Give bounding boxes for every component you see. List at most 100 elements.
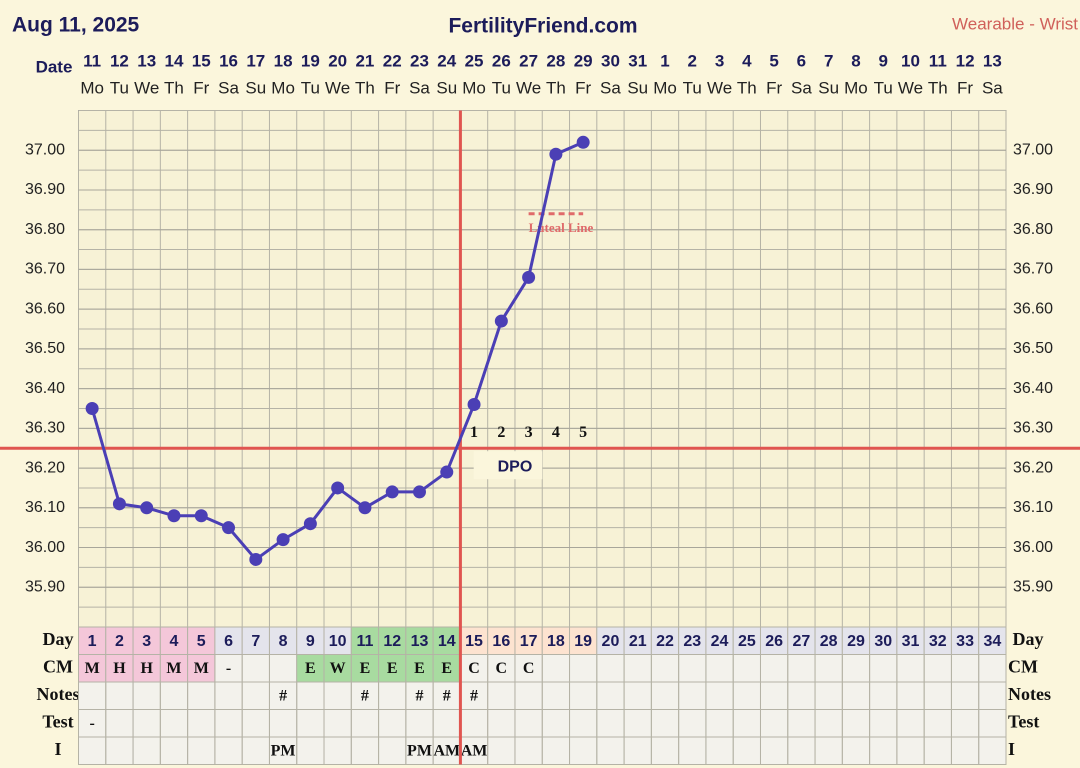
cell-text: # xyxy=(415,687,423,704)
data-point xyxy=(494,314,508,328)
data-point xyxy=(140,501,154,515)
data-point xyxy=(112,497,126,511)
day-number: 28 xyxy=(820,633,838,650)
weekday: Sa xyxy=(218,78,239,97)
cell-text: C xyxy=(523,660,535,677)
weekday: Th xyxy=(928,78,948,97)
cell-text: - xyxy=(226,660,231,677)
day-number: 17 xyxy=(520,633,538,650)
row-label: Test xyxy=(42,711,73,731)
data-point xyxy=(576,135,590,149)
y-tick-label: 36.10 xyxy=(25,499,65,516)
dpo-number: 3 xyxy=(525,424,533,441)
y2-tick-label: 36.90 xyxy=(1013,181,1053,198)
cell-bg xyxy=(296,654,325,683)
date-number: 18 xyxy=(274,51,293,70)
cell-text: M xyxy=(166,660,181,677)
day-cell xyxy=(623,626,652,655)
y-tick-label: 35.90 xyxy=(25,578,65,595)
cell-text: # xyxy=(443,687,451,704)
day-number: 5 xyxy=(197,633,206,650)
cell-text: # xyxy=(279,687,287,704)
cell-bg xyxy=(405,654,434,683)
weekday: Tu xyxy=(683,78,702,97)
date-number: 21 xyxy=(355,51,374,70)
y-tick-label: 36.40 xyxy=(25,380,65,397)
date-number: 10 xyxy=(901,51,920,70)
day-number: 13 xyxy=(411,633,429,650)
date-number: 27 xyxy=(519,51,538,70)
day-number: 18 xyxy=(547,633,565,650)
cell-text: E xyxy=(387,660,398,677)
day-number: 25 xyxy=(738,633,756,650)
y2-tick-label: 36.60 xyxy=(1013,300,1053,317)
day-number: 26 xyxy=(765,633,783,650)
weekday: Th xyxy=(164,78,184,97)
date-number: 6 xyxy=(797,51,806,70)
day-number: 24 xyxy=(711,633,729,650)
cell-bg xyxy=(78,654,107,683)
luteal-label: Luteal Line xyxy=(529,220,594,235)
cell-text: AM xyxy=(461,742,488,759)
weekday: Su xyxy=(627,78,648,97)
weekday: We xyxy=(898,78,923,97)
cell-text: C xyxy=(496,660,508,677)
row-label: Day xyxy=(43,629,74,649)
data-point xyxy=(549,147,563,161)
weekday: Fr xyxy=(575,78,591,97)
y-tick-label: 37.00 xyxy=(25,141,65,158)
cell-text: M xyxy=(194,660,209,677)
row-label: I xyxy=(54,739,61,759)
day-number: 9 xyxy=(306,633,315,650)
cell-bg xyxy=(350,654,380,683)
y-tick-label: 36.30 xyxy=(25,420,65,437)
weekday: Mo xyxy=(653,78,677,97)
cell-bg xyxy=(378,654,407,683)
date-number: 19 xyxy=(301,51,320,70)
y2-tick-label: 36.30 xyxy=(1013,420,1053,437)
source: Wearable - Wrist xyxy=(952,14,1078,33)
day-number: 21 xyxy=(629,633,647,650)
row-label: CM xyxy=(43,656,73,676)
weekday: Th xyxy=(737,78,757,97)
day-number: 31 xyxy=(902,633,920,650)
weekday: Su xyxy=(436,78,457,97)
data-point xyxy=(440,465,454,479)
date-number: 22 xyxy=(383,51,402,70)
data-point xyxy=(412,485,426,499)
dpo-number: 5 xyxy=(579,424,587,441)
y-tick-label: 36.50 xyxy=(25,340,65,357)
y-tick-label: 36.60 xyxy=(25,300,65,317)
date-number: 12 xyxy=(110,51,129,70)
weekday: Tu xyxy=(301,78,320,97)
weekday: Mo xyxy=(80,78,104,97)
date-number: 3 xyxy=(715,51,724,70)
date-number: 13 xyxy=(137,51,156,70)
date-number: 16 xyxy=(219,51,238,70)
date-number: 24 xyxy=(437,51,456,70)
day-cell xyxy=(514,626,543,655)
weekday: Mo xyxy=(844,78,868,97)
row-label: Test xyxy=(1008,711,1039,731)
date-number: 4 xyxy=(742,51,752,70)
weekday: Sa xyxy=(791,78,812,97)
day-number: 15 xyxy=(465,633,483,650)
y2-tick-label: 36.50 xyxy=(1013,340,1053,357)
weekday: Tu xyxy=(110,78,129,97)
day-number: 11 xyxy=(356,633,373,650)
weekday: Fr xyxy=(384,78,400,97)
day-cell xyxy=(650,626,680,655)
day-cell xyxy=(78,626,107,655)
day-number: 3 xyxy=(142,633,151,650)
weekday: We xyxy=(707,78,732,97)
date-number: 20 xyxy=(328,51,347,70)
data-point xyxy=(522,270,536,284)
weekday: Sa xyxy=(409,78,430,97)
weekday: Mo xyxy=(271,78,295,97)
cell-text: C xyxy=(468,660,480,677)
day-number: 1 xyxy=(88,633,97,650)
date-number: 11 xyxy=(83,51,101,70)
day-number: 29 xyxy=(847,633,865,650)
cell-border xyxy=(978,736,1007,765)
